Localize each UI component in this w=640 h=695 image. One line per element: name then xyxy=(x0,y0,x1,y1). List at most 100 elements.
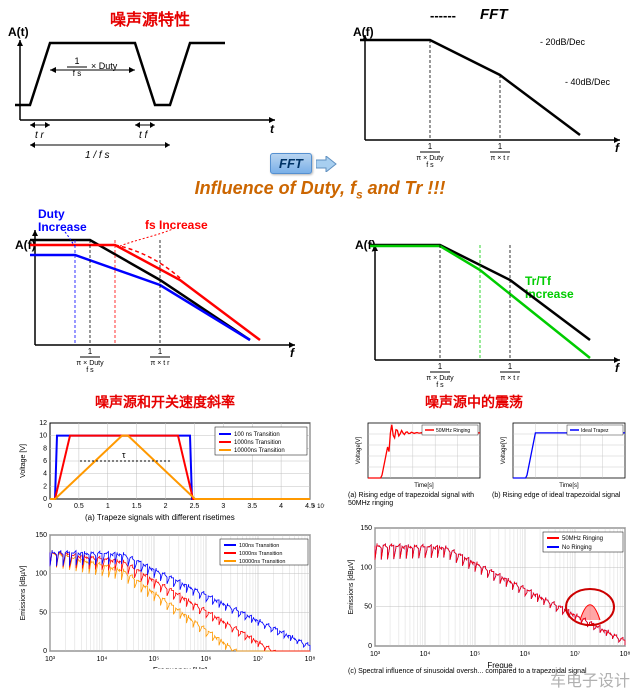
svg-text:1: 1 xyxy=(88,347,93,356)
svg-text:Emissions [dBµV]: Emissions [dBµV] xyxy=(20,565,27,620)
svg-text:- 20dB/Dec: - 20dB/Dec xyxy=(540,37,586,47)
footer-watermark: 车电子设计 xyxy=(550,667,630,691)
svg-text:10⁸: 10⁸ xyxy=(305,656,316,663)
svg-text:100 ns Transition: 100 ns Transition xyxy=(234,432,280,438)
svg-text:× 10⁻⁵: × 10⁻⁵ xyxy=(312,503,325,510)
svg-text:10⁶: 10⁶ xyxy=(520,651,531,658)
svg-text:1000ns Transition: 1000ns Transition xyxy=(234,440,281,446)
bottom-right-bot-chart: 10³10⁴10⁵10⁶10⁷10⁸050100150FrequeEmissio… xyxy=(345,518,635,668)
main-title: Influence of Duty, fs and Tr !!! xyxy=(0,178,640,202)
svg-text:100ns Transition: 100ns Transition xyxy=(239,543,279,549)
svg-text:t: t xyxy=(270,122,275,136)
svg-text:50: 50 xyxy=(364,604,372,611)
svg-text:f: f xyxy=(290,346,295,360)
svg-text:τ: τ xyxy=(122,450,126,460)
svg-text:1: 1 xyxy=(438,362,443,371)
svg-text:Time[s]: Time[s] xyxy=(414,483,434,489)
svg-text:150: 150 xyxy=(360,525,372,532)
svg-text:2: 2 xyxy=(43,483,47,490)
bottom-left-bot-chart: 10³ 10⁴ 10⁵ 10⁶ 10⁷ 10⁸ 0 50 100 150 Frequency [Hz… xyxy=(15,525,325,669)
blt-caption: (a) Trapeze signals with different riset… xyxy=(85,513,235,522)
svg-text:1: 1 xyxy=(74,56,79,66)
svg-text:100: 100 xyxy=(360,564,372,571)
svg-text:10000ns Transition: 10000ns Transition xyxy=(239,559,285,565)
svg-text:3.5: 3.5 xyxy=(247,503,257,510)
fft-label: FFT xyxy=(480,6,508,23)
svg-text:10³: 10³ xyxy=(370,651,381,658)
svg-text:150: 150 xyxy=(35,532,47,539)
svg-text:f s: f s xyxy=(73,69,81,78)
svg-text:- 40dB/Dec: - 40dB/Dec xyxy=(565,77,611,87)
svg-text:10⁵: 10⁵ xyxy=(149,656,160,663)
svg-text:f s: f s xyxy=(436,382,444,389)
svg-text:× Duty: × Duty xyxy=(91,61,118,71)
svg-text:10000ns Transition: 10000ns Transition xyxy=(234,448,285,454)
svg-text:π × t r: π × t r xyxy=(150,360,170,367)
svg-text:f: f xyxy=(615,361,620,375)
svg-text:Voltage [V]: Voltage [V] xyxy=(20,444,27,478)
svg-text:10⁸: 10⁸ xyxy=(620,651,631,658)
svg-text:π × t r: π × t r xyxy=(500,375,520,382)
svg-text:2: 2 xyxy=(164,503,168,510)
svg-text:1: 1 xyxy=(428,142,433,151)
svg-text:10⁷: 10⁷ xyxy=(570,651,581,658)
svg-text:Time[s]: Time[s] xyxy=(559,483,579,489)
svg-text:Voltage[V]: Voltage[V] xyxy=(501,436,507,464)
svg-text:1: 1 xyxy=(498,142,503,151)
tr-ylabel: A(f) xyxy=(353,25,374,39)
svg-text:1000ns Transition: 1000ns Transition xyxy=(239,551,282,557)
svg-text:Emissions [dBµV]: Emissions [dBµV] xyxy=(348,559,355,614)
svg-text:1: 1 xyxy=(508,362,513,371)
section-title-left: 噪声源和开关速度斜率 xyxy=(95,392,235,412)
svg-text:10³: 10³ xyxy=(45,656,56,663)
svg-text:π × t r: π × t r xyxy=(490,155,510,162)
brt-cap-b: (b) Rising edge of ideal trapezoidal sig… xyxy=(492,492,628,500)
svg-text:10⁶: 10⁶ xyxy=(201,656,212,663)
svg-text:10: 10 xyxy=(39,433,47,440)
svg-text:50MHz Ringing: 50MHz Ringing xyxy=(562,536,603,542)
svg-text:No Ringing: No Ringing xyxy=(562,545,592,551)
fft-button: FFT xyxy=(270,153,312,174)
svg-text:0: 0 xyxy=(43,496,47,503)
svg-text:2.5: 2.5 xyxy=(190,503,200,510)
svg-text:10⁷: 10⁷ xyxy=(253,656,264,663)
svg-text:f: f xyxy=(615,141,620,155)
svg-text:10⁵: 10⁵ xyxy=(470,651,481,658)
svg-text:8: 8 xyxy=(43,445,47,452)
svg-text:Frequency [Hz]: Frequency [Hz] xyxy=(153,666,207,669)
svg-text:Ideal Trapez: Ideal Trapez xyxy=(581,428,609,434)
svg-text:10⁴: 10⁴ xyxy=(420,651,431,658)
bottom-right-top-chart: 50MHz Ringing Time[s] Voltage[V] Ideal Trap… xyxy=(345,413,635,491)
svg-text:10⁴: 10⁴ xyxy=(97,656,108,663)
mid-left-chart: f1π × Dutyf s1π × t r xyxy=(20,210,310,380)
svg-text:t f: t f xyxy=(139,130,149,141)
svg-text:1 / f s: 1 / f s xyxy=(85,150,109,161)
svg-text:π × Duty: π × Duty xyxy=(416,155,444,162)
svg-text:t r: t r xyxy=(35,130,45,141)
svg-text:3: 3 xyxy=(221,503,225,510)
bottom-left-top-chart: τ 100 ns Transition 1000ns Transition 10000… xyxy=(15,413,325,513)
svg-text:50MHz Ringing: 50MHz Ringing xyxy=(436,428,470,434)
svg-text:0: 0 xyxy=(48,503,52,510)
svg-text:1: 1 xyxy=(106,503,110,510)
dash-label: ------ xyxy=(430,8,456,23)
svg-text:1.5: 1.5 xyxy=(132,503,142,510)
svg-text:1: 1 xyxy=(158,347,163,356)
svg-text:Voltage[V]: Voltage[V] xyxy=(356,436,362,464)
svg-text:π × Duty: π × Duty xyxy=(76,360,104,367)
svg-text:Freque: Freque xyxy=(487,661,513,668)
svg-text:4: 4 xyxy=(43,471,47,478)
tl-ylabel: A(t) xyxy=(8,25,29,39)
top-right-chart: - 20dB/Dec - 40dB/Dec f 1 π × Dutyf s 1 π × t … xyxy=(350,25,630,175)
brt-cap-a: (a) Rising edge of trapezoidal signal wi… xyxy=(348,492,484,507)
svg-text:100: 100 xyxy=(35,571,47,578)
mid-right-chart: f 1 π × Dutyf s 1 π × t r xyxy=(360,230,630,390)
svg-text:f s: f s xyxy=(426,162,434,169)
svg-text:50: 50 xyxy=(39,609,47,616)
svg-text:0: 0 xyxy=(43,648,47,655)
svg-text:6: 6 xyxy=(43,458,47,465)
top-left-chart: 1 f s × Duty t r t f 1 / f s t xyxy=(5,25,285,165)
svg-text:4: 4 xyxy=(279,503,283,510)
svg-text:π × Duty: π × Duty xyxy=(426,375,454,382)
arrow-icon xyxy=(316,156,338,172)
